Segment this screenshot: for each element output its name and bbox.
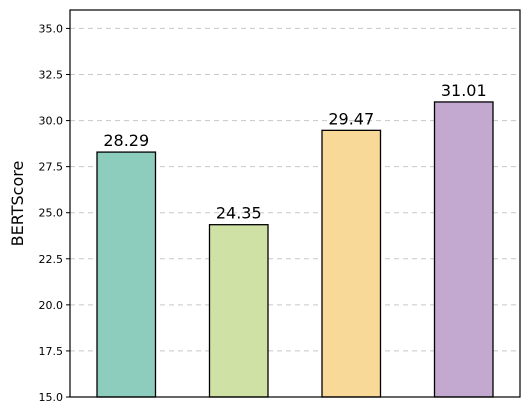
bar-value-label: 31.01 xyxy=(441,81,487,100)
y-tick-label: 20.0 xyxy=(39,299,64,312)
y-tick-label: 15.0 xyxy=(39,391,64,404)
y-tick-label: 32.5 xyxy=(39,69,64,82)
bar xyxy=(433,101,494,398)
y-tick-label: 35.0 xyxy=(39,22,64,35)
bar-value-label: 29.47 xyxy=(328,109,374,128)
y-tick-label: 22.5 xyxy=(39,253,64,266)
data-labels: 28.29 24.35 29.47 31.01 xyxy=(103,81,486,223)
y-tick-label: 30.0 xyxy=(39,115,64,128)
bar xyxy=(96,151,157,398)
bar xyxy=(208,224,269,398)
bar-value-label: 28.29 xyxy=(103,131,149,150)
y-axis-label: BERTScore xyxy=(8,161,27,247)
y-tick-label: 17.5 xyxy=(39,345,64,358)
bar-value-label: 24.35 xyxy=(216,204,262,223)
plot-frame xyxy=(69,9,521,398)
y-axis-ticks: 15.0 17.5 20.0 22.5 25.0 27.5 30.0 32.5 35.0 xyxy=(39,22,70,404)
y-tick-label: 25.0 xyxy=(39,207,64,220)
bars xyxy=(96,101,494,398)
bar xyxy=(321,129,382,398)
y-tick-label: 27.5 xyxy=(39,161,64,174)
